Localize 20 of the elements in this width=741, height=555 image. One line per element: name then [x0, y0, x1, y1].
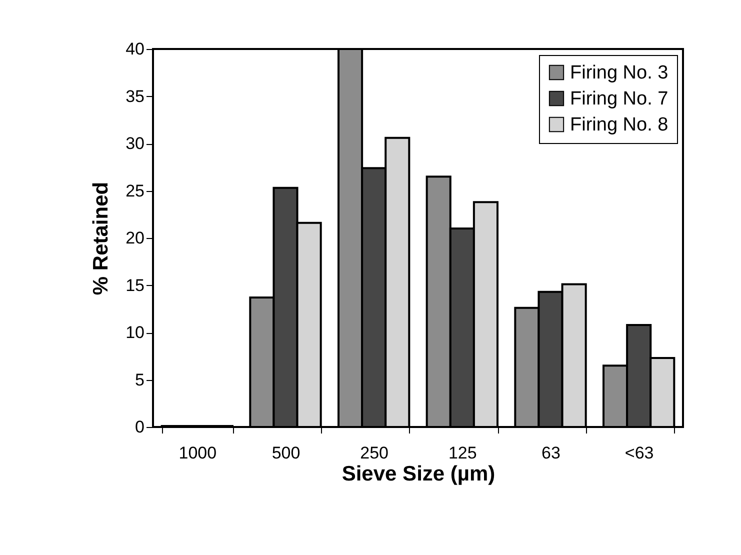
x-tick-label: 1000	[178, 444, 217, 462]
y-axis-title: % Retained	[90, 182, 113, 296]
x-tick-label: 125	[448, 444, 477, 462]
legend-label: Firing No. 3	[570, 62, 668, 84]
y-tick-label: 5	[135, 370, 144, 390]
x-tick-label: <63	[624, 444, 654, 462]
y-tick-label: 35	[126, 86, 144, 106]
legend-label: Firing No. 8	[570, 114, 668, 136]
x-tick-label: 63	[542, 444, 560, 462]
y-tick-label: 20	[126, 228, 144, 248]
y-tick-label: 10	[126, 323, 144, 342]
x-axis-title: Sieve Size (µm)	[342, 462, 496, 486]
y-tick-label: 25	[126, 181, 144, 200]
y-tick-label: 30	[126, 134, 144, 153]
x-tick-label: 500	[272, 444, 300, 462]
legend-label: Firing No. 7	[570, 88, 668, 110]
y-tick-label: 40	[126, 40, 144, 58]
x-tick-label: 250	[360, 444, 389, 462]
y-tick-label: 15	[126, 276, 144, 295]
y-tick-label: 0	[135, 418, 144, 436]
